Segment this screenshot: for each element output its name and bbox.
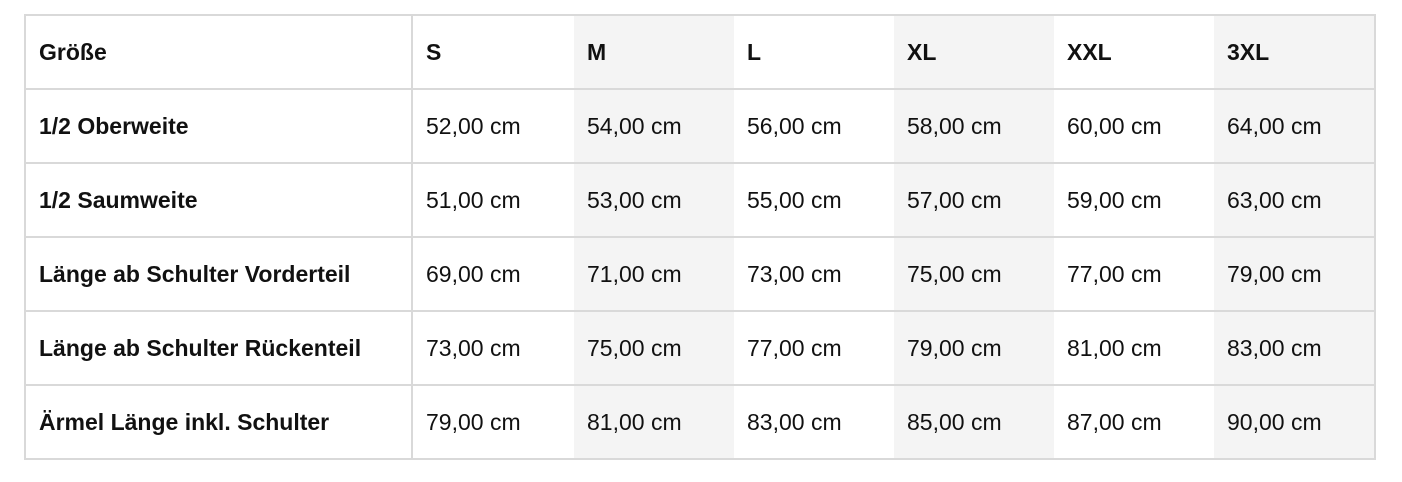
table-cell: 58,00 cm [894,88,1054,163]
table-cell: 53,00 cm [574,162,734,237]
table-row: 1/2 Oberweite 52,00 cm 54,00 cm 56,00 cm 58,… [25,88,1375,163]
header-cell: 3XL [1214,15,1375,89]
table-cell: 59,00 cm [1054,162,1214,237]
table-cell: 79,00 cm [412,384,574,459]
table-cell: 52,00 cm [412,88,574,163]
table-cell: 79,00 cm [1214,236,1375,311]
table-cell: 79,00 cm [894,310,1054,385]
table-cell: 73,00 cm [734,236,894,311]
row-label: 1/2 Oberweite [25,88,413,163]
table-cell: 64,00 cm [1214,88,1375,163]
table-cell: 83,00 cm [1214,310,1375,385]
header-row: Größe S M L XL XXL 3XL [25,15,1375,89]
table-cell: 75,00 cm [894,236,1054,311]
header-cell: XXL [1067,38,1112,65]
row-label: Länge ab Schulter Rückenteil [25,310,413,385]
table-cell: 90,00 cm [1214,384,1375,459]
table-cell: 81,00 cm [1054,310,1214,385]
table-cell: 57,00 cm [894,162,1054,237]
table-row: 1/2 Saumweite 51,00 cm 53,00 cm 55,00 cm 57,… [25,162,1375,237]
row-label: 1/2 Saumweite [25,162,413,237]
header-cell: XL [894,15,1054,89]
table-cell: 69,00 cm [412,236,574,311]
table-row: Länge ab Schulter Vorderteil 69,00 cm 71,0… [25,236,1375,311]
table-cell: 77,00 cm [734,310,894,385]
size-table: Größe S M L XL XXL 3XL 1/2 Oberweite 52,00 cm 54,… [24,14,1376,460]
table-cell: 51,00 cm [412,162,574,237]
header-cell: Größe [25,15,413,89]
table-cell: 81,00 cm [574,384,734,459]
table-cell: 75,00 cm [574,310,734,385]
table-cell: 60,00 cm [1054,88,1214,163]
header-cell: S [426,38,442,65]
header-cell: L [747,38,762,65]
table-cell: 87,00 cm [1054,384,1214,459]
table-cell: 55,00 cm [734,162,894,237]
header-cell: M [574,15,734,89]
table-row: Länge ab Schulter Rückenteil 73,00 cm 75,0… [25,310,1375,385]
table-body: Größe S M L XL XXL 3XL 1/2 Oberweite 52,00 cm 54,… [25,15,1375,459]
table-cell: 73,00 cm [412,310,574,385]
table-cell: 77,00 cm [1054,236,1214,311]
table-cell: 54,00 cm [574,88,734,163]
table-cell: 63,00 cm [1214,162,1375,237]
row-label: Ärmel Länge inkl. Schulter [25,384,413,459]
table-cell: 85,00 cm [894,384,1054,459]
table-cell: 83,00 cm [734,384,894,459]
table-cell: 71,00 cm [574,236,734,311]
row-label: Länge ab Schulter Vorderteil [25,236,413,311]
table-row: Ärmel Länge inkl. Schulter 79,00 cm 81,00 … [25,384,1375,459]
table-cell: 56,00 cm [734,88,894,163]
